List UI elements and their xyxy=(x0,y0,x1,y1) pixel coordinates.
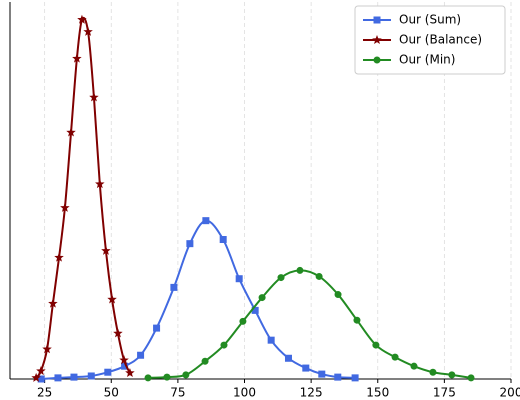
marker xyxy=(77,14,87,24)
marker xyxy=(54,374,62,382)
series-line xyxy=(41,219,356,380)
marker xyxy=(186,240,194,248)
marker xyxy=(284,354,292,362)
x-tick-label: 50 xyxy=(104,386,119,400)
marker xyxy=(89,92,99,102)
x-tick-label: 125 xyxy=(300,386,323,400)
marker xyxy=(144,374,152,382)
marker xyxy=(60,202,70,212)
marker xyxy=(66,127,76,137)
marker xyxy=(153,324,161,332)
legend-label: Our (Min) xyxy=(399,53,455,67)
x-tick-label: 25 xyxy=(37,386,52,400)
marker xyxy=(42,344,52,354)
legend-label: Our (Sum) xyxy=(399,13,461,27)
marker xyxy=(315,272,323,280)
marker xyxy=(87,372,95,380)
marker xyxy=(121,362,129,370)
marker xyxy=(182,371,190,379)
marker xyxy=(267,336,275,344)
marker xyxy=(202,217,210,225)
marker xyxy=(101,245,111,255)
marker xyxy=(54,252,64,262)
marker xyxy=(219,236,227,244)
marker xyxy=(119,355,129,365)
marker xyxy=(235,275,243,283)
marker xyxy=(125,367,135,378)
marker xyxy=(31,372,41,382)
legend-box xyxy=(354,5,506,75)
x-tick-label: 200 xyxy=(500,386,520,400)
legend-label: Our (Balance) xyxy=(399,33,482,47)
marker xyxy=(429,368,437,376)
marker xyxy=(372,341,380,349)
marker xyxy=(201,357,209,365)
x-tick-label: 150 xyxy=(366,386,389,400)
marker xyxy=(296,266,304,274)
marker xyxy=(318,370,326,378)
marker xyxy=(48,298,58,308)
x-tick-label: 75 xyxy=(170,386,185,400)
marker xyxy=(104,368,112,376)
marker xyxy=(373,16,381,24)
series-line xyxy=(148,269,472,379)
marker xyxy=(113,328,123,338)
marker xyxy=(372,35,382,45)
marker xyxy=(72,53,82,63)
marker xyxy=(251,306,259,314)
marker xyxy=(137,351,145,359)
marker xyxy=(36,366,46,376)
marker xyxy=(448,371,456,379)
marker xyxy=(95,179,105,189)
marker xyxy=(239,317,247,325)
marker xyxy=(351,374,359,382)
marker xyxy=(258,294,266,302)
marker xyxy=(334,373,342,381)
marker xyxy=(70,373,78,381)
x-tick-label: 100 xyxy=(233,386,256,400)
series-line xyxy=(35,16,131,379)
marker xyxy=(467,374,475,382)
marker xyxy=(410,362,418,370)
marker xyxy=(170,283,178,291)
x-tick-label: 175 xyxy=(433,386,456,400)
marker xyxy=(391,353,399,361)
legend: Our (Sum) Our (Balance) Our (Min) xyxy=(354,5,506,75)
marker xyxy=(277,274,285,282)
marker xyxy=(373,56,381,64)
marker xyxy=(302,364,310,372)
marker xyxy=(37,375,45,383)
marker xyxy=(334,291,342,299)
marker xyxy=(163,373,171,381)
marker xyxy=(83,26,93,36)
marker xyxy=(107,294,117,304)
marker xyxy=(220,341,228,349)
marker xyxy=(353,316,361,324)
